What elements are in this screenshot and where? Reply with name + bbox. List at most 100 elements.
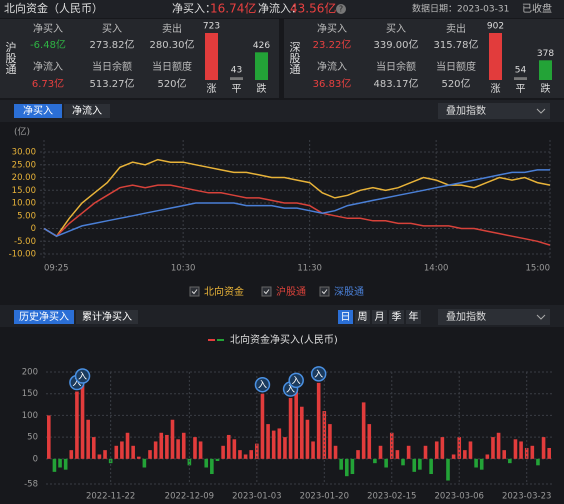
cell-label: 当日余额 — [376, 60, 416, 73]
y-tick-label: 150 — [22, 389, 38, 399]
period-label: 周 — [358, 311, 368, 323]
annotation-text: 入 — [78, 371, 87, 382]
x-tick-label: 15:00 — [526, 264, 551, 274]
breadth-value: 426 — [253, 41, 270, 51]
bar — [232, 439, 237, 459]
annotation-text: 入 — [292, 375, 301, 386]
x-tick-label: 14:00 — [424, 264, 449, 274]
period-label: 季 — [392, 311, 402, 323]
bar — [339, 458, 343, 470]
tab-label: 净买入 — [23, 104, 53, 117]
bar — [238, 450, 242, 459]
chevron — [536, 314, 546, 320]
cell-value: 483.17亿 — [374, 77, 419, 90]
annotation-marker[interactable] — [310, 366, 327, 382]
cell-value: 280.30亿 — [150, 38, 195, 51]
annotation-marker[interactable] — [74, 368, 91, 384]
tab[interactable] — [64, 104, 110, 118]
bar — [468, 441, 473, 459]
period[interactable] — [389, 310, 404, 324]
cell-value: -6.48亿 — [30, 38, 66, 51]
check — [263, 289, 270, 295]
breadth-label: 涨 — [491, 83, 501, 95]
breadth-label: 跌 — [541, 82, 551, 95]
dropdown[interactable] — [438, 103, 550, 119]
bar — [63, 458, 68, 470]
y-tick-label: 0 — [31, 224, 36, 234]
bar — [193, 437, 197, 459]
check — [191, 289, 198, 295]
tab-label: 累计净买入 — [82, 310, 132, 323]
period[interactable] — [372, 310, 387, 324]
bar — [159, 432, 164, 459]
bar — [91, 437, 96, 459]
legend-label: 北向资金净买入(人民币) — [230, 333, 338, 346]
breadth-value: 723 — [203, 22, 220, 32]
bar — [181, 432, 186, 459]
bar — [294, 389, 298, 459]
bar — [541, 437, 546, 459]
period[interactable] — [355, 310, 370, 324]
period-label: 年 — [409, 310, 419, 323]
annotation-text: 入 — [314, 369, 323, 380]
cell-label: 净买入 — [33, 22, 63, 35]
data-date: 数据日期：2023-03-31 — [412, 3, 509, 15]
net-buy: 16.74亿 — [210, 1, 256, 16]
bar — [463, 450, 467, 459]
checkbox[interactable] — [189, 286, 200, 297]
cell-value: 6.73亿 — [32, 77, 64, 90]
y-tick-label: -58 — [24, 480, 38, 490]
cell-label: 买入 — [386, 23, 406, 35]
checkbox[interactable] — [261, 286, 272, 297]
x-tick-label: 2023-01-20 — [300, 492, 349, 502]
bar — [114, 445, 119, 459]
period[interactable] — [338, 310, 353, 324]
bar — [300, 406, 304, 459]
cell-value: 273.82亿 — [90, 38, 135, 51]
breadth-value: 43 — [231, 66, 242, 76]
bar — [148, 450, 152, 459]
period[interactable] — [406, 310, 421, 324]
bar — [356, 450, 360, 459]
annotation-marker[interactable] — [288, 372, 304, 389]
bar — [176, 439, 180, 459]
bar — [513, 439, 518, 459]
tab[interactable] — [14, 310, 74, 324]
panel-name: 深股通 — [288, 41, 301, 74]
tab[interactable] — [14, 104, 62, 118]
y-tick-label: 15.00 — [12, 186, 36, 196]
bar — [395, 450, 400, 459]
bar — [125, 432, 130, 459]
breadth-bar — [539, 60, 552, 80]
bar — [131, 445, 135, 459]
bar — [86, 419, 90, 459]
annotation-marker[interactable] — [254, 376, 271, 393]
breadth-label: 平 — [232, 84, 242, 95]
checkbox[interactable] — [319, 286, 330, 297]
y-tick-label: -10.00 — [9, 250, 36, 260]
x-tick-label: 2023-03-06 — [435, 492, 484, 502]
bar — [255, 443, 259, 459]
bar — [457, 437, 462, 459]
bar — [215, 458, 220, 461]
y-tick-label: 10.00 — [12, 199, 36, 209]
annotation-text: 入 — [286, 384, 295, 395]
tab-bar — [0, 100, 564, 122]
bar — [75, 391, 79, 459]
panel-bg — [284, 19, 564, 98]
cell-label: 卖出 — [446, 22, 466, 35]
line — [43, 184, 551, 246]
help-icon[interactable] — [336, 4, 346, 14]
bar — [198, 441, 203, 459]
y-axis-label: (亿) — [14, 126, 30, 138]
legend-label: 深股通 — [334, 286, 364, 298]
bar — [221, 445, 225, 459]
panel-name: 沪股通 — [4, 40, 17, 74]
annotation-text: 入 — [72, 378, 81, 389]
cell-label: 净买入 — [317, 22, 347, 35]
tab[interactable] — [76, 310, 138, 324]
dropdown[interactable] — [438, 309, 550, 325]
tab-bar — [0, 305, 564, 327]
legend-label: 沪股通 — [276, 285, 306, 298]
legend-label: 北向资金 — [204, 285, 244, 298]
